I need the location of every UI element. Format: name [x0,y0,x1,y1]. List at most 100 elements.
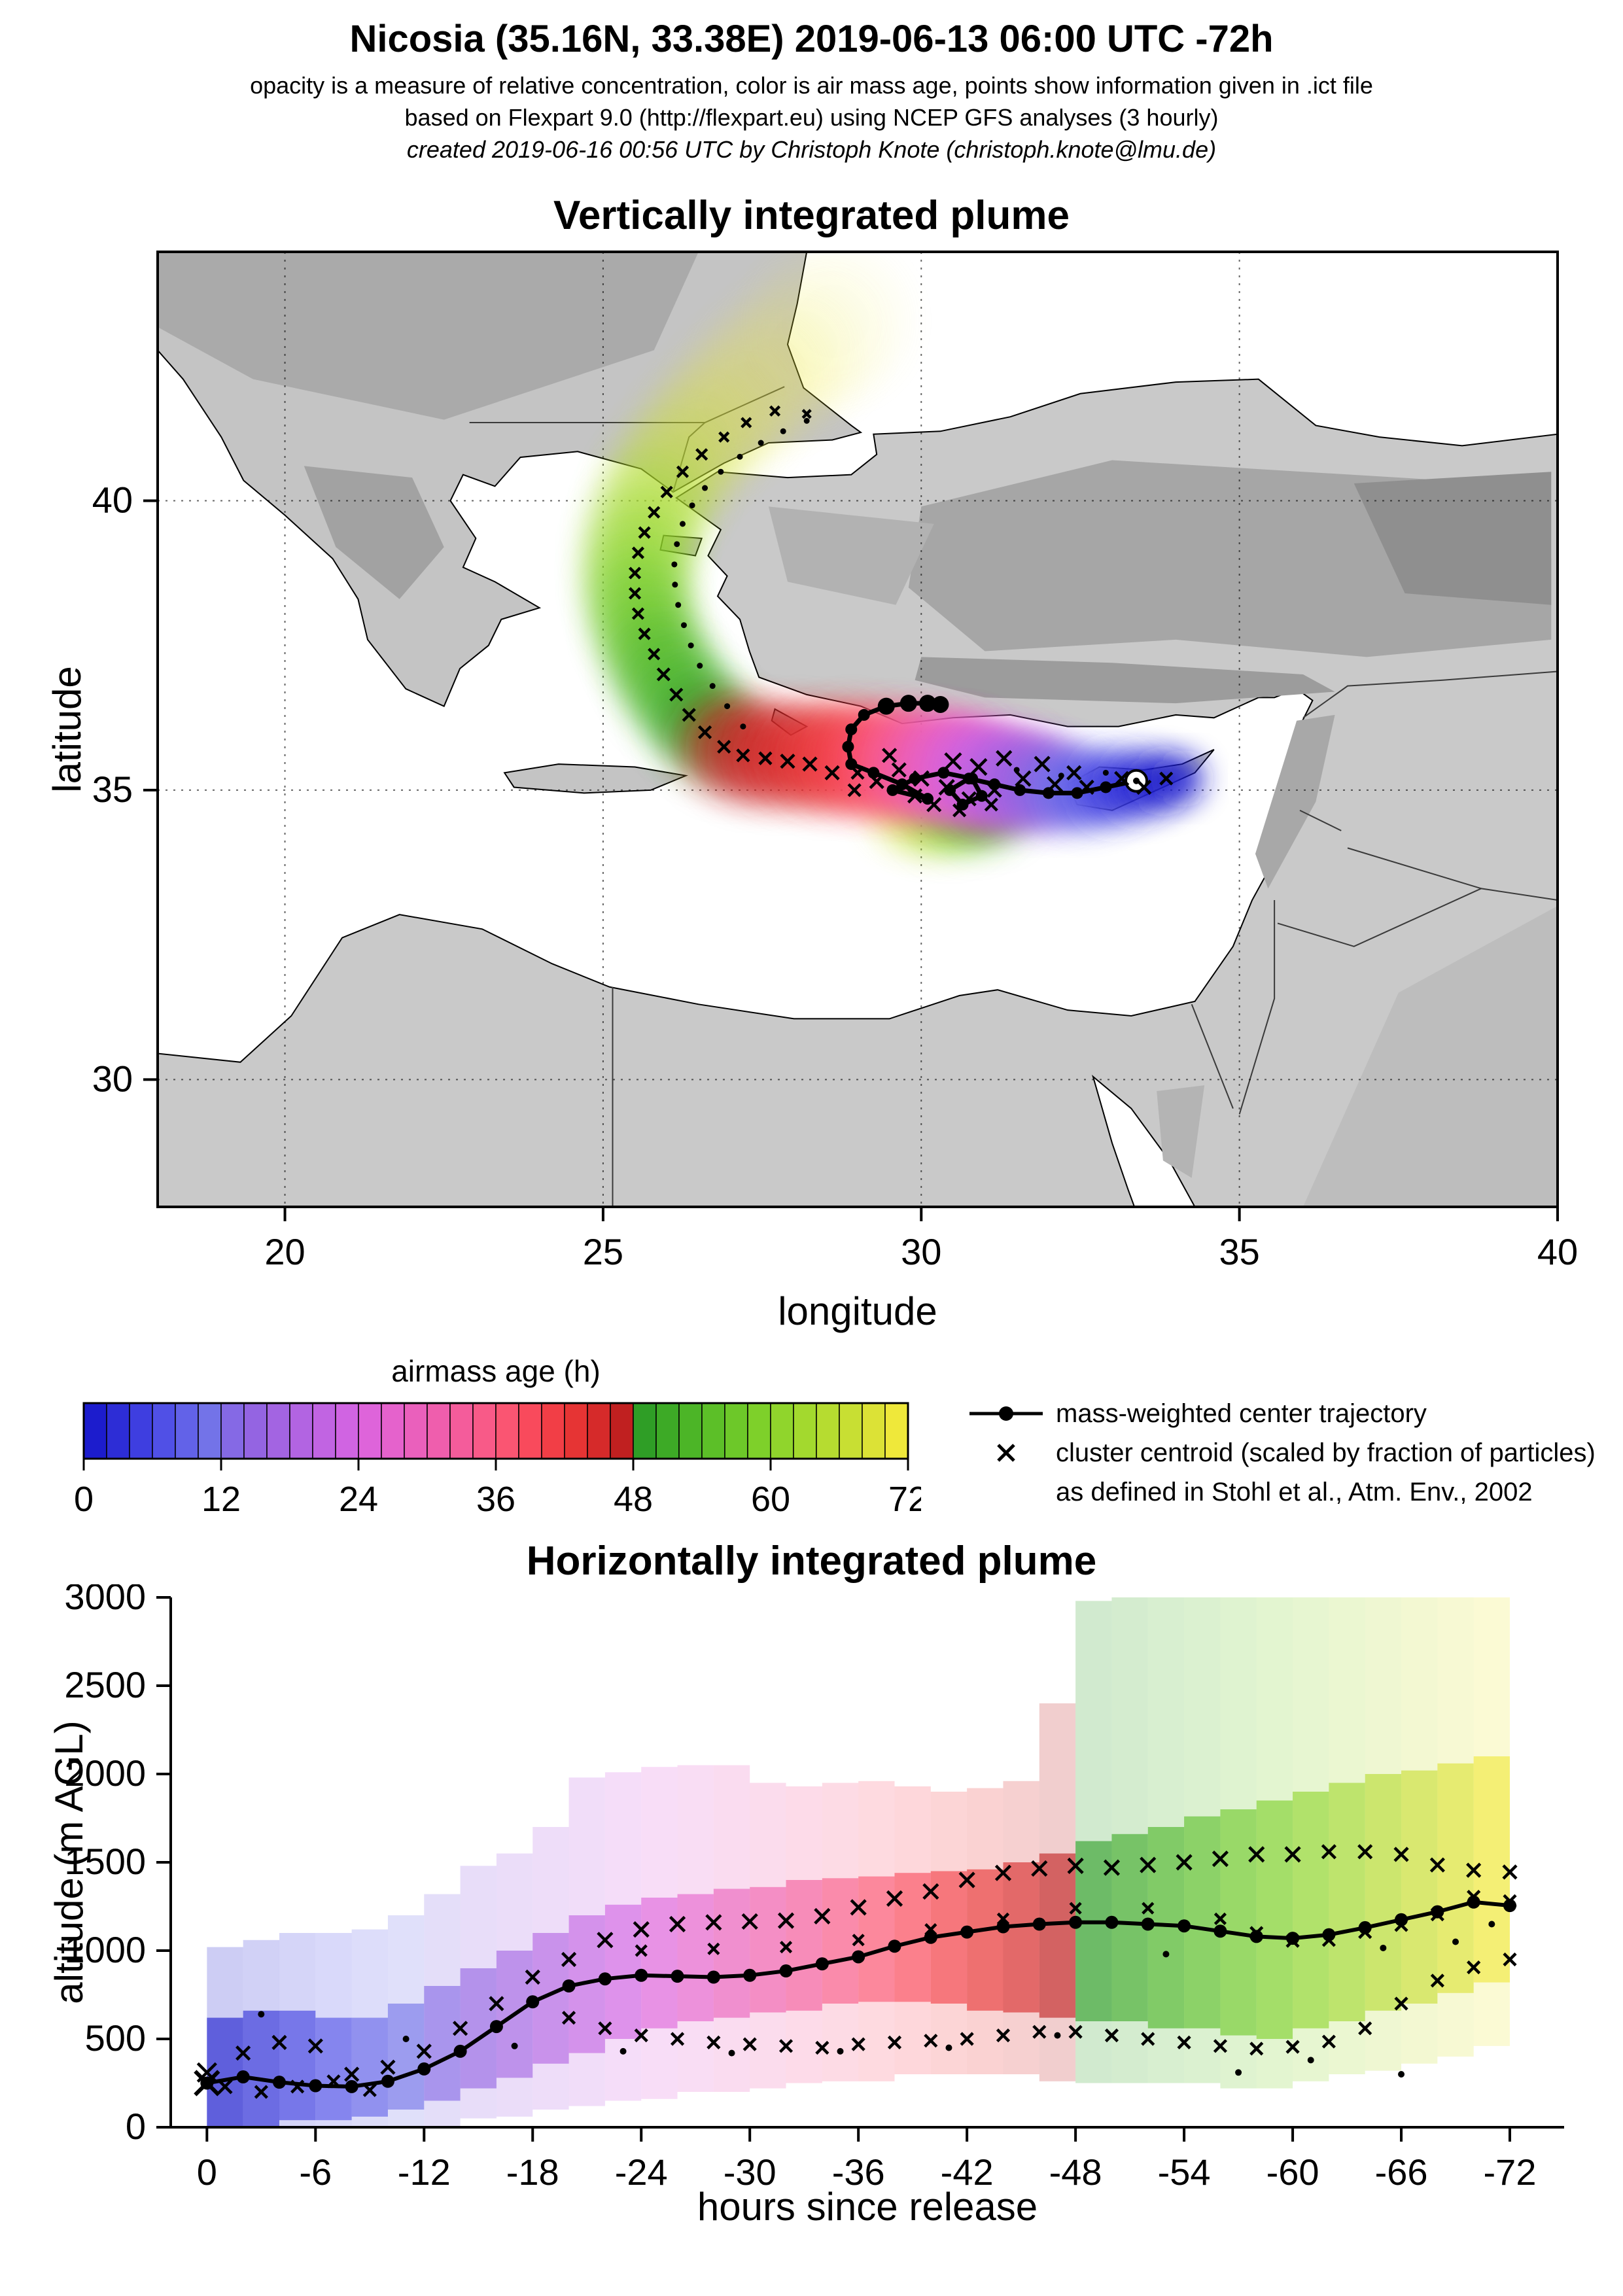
plume-column-strong [604,1904,641,2039]
small-particle-dot [688,642,694,649]
small-particle-dot [673,541,680,548]
plume-column-strong [1039,1853,1075,2018]
cluster-centroid-marker [960,2032,974,2046]
colorbar-tick-label: 36 [476,1480,515,1519]
cluster-centroid-marker [924,1922,937,1936]
cluster-centroid-marker [735,748,750,763]
small-particle-dot [1058,773,1064,779]
center-trajectory-point [851,1950,865,1964]
cluster-centroid-marker [1033,756,1051,773]
colorbar-cell [724,1402,748,1459]
cluster-centroid-marker [1068,2025,1083,2039]
center-trajectory-point [707,1970,720,1984]
small-particle-dot [709,682,716,689]
small-particle-dot [1234,2069,1242,2076]
x-tick-label: -60 [1266,2151,1319,2193]
legend-row-reference: as defined in Stohl et al., Atm. Env., 2… [967,1475,1596,1509]
center-trajectory-point [1358,1921,1372,1934]
small-particle-dot [780,428,786,434]
land-crete [502,763,688,794]
cluster-centroid-marker [891,762,907,778]
center-trajectory-point [1068,1915,1082,1929]
cluster-centroid-marker [638,526,651,539]
cluster-centroid-marker [670,2032,684,2046]
x-tick-label: -18 [506,2151,559,2193]
cluster-centroid-marker [994,1864,1011,1881]
colorbar-cell [175,1402,199,1459]
cluster-centroid-marker [1213,2039,1227,2053]
colorbar-cell [587,1402,611,1459]
cluster-centroid-marker [676,465,689,478]
small-particle-dot [680,622,687,629]
colorbar-cell [793,1402,817,1459]
cluster-centroid-marker [1249,2042,1263,2056]
trajectory-point [899,695,917,712]
colorbar-cell [449,1402,474,1459]
plume-column-strong [423,1985,461,2101]
cluster-centroid-marker [1141,1902,1154,1915]
terrain-patch [157,251,699,420]
cluster-centroid-marker [779,1940,792,1954]
trajectory-point [845,757,857,770]
colorbar-cell [404,1402,428,1459]
cluster-centroid-marker [824,765,840,780]
cluster-centroid-marker [907,788,922,804]
cluster-centroid-marker [887,2035,901,2049]
center-trajectory-point [742,1968,756,1982]
trajectory-point [966,773,978,785]
cluster-centroid-marker [416,2044,432,2059]
legend-row-trajectory: mass-weighted center trajectory [967,1397,1596,1431]
trajectory-point [886,784,898,796]
legend-reference-label: as defined in Stohl et al., Atm. Env., 2… [1056,1477,1533,1506]
cluster-centroid-marker [1213,1912,1227,1925]
cluster-centroid-marker [1140,2032,1155,2046]
cluster-centroid-marker [995,750,1012,767]
plume-columns [206,1597,1510,2127]
terrain-patch [1353,472,1551,605]
y-tick-label: 2000 [64,1752,146,1794]
center-trajectory-point [634,1968,648,1982]
cluster-centroid-marker [1139,1856,1156,1873]
plume-column-strong [786,1879,822,2011]
legend-trajectory-label: mass-weighted center trajectory [1056,1399,1427,1428]
map-plot-border [156,250,1559,1208]
small-particle-dot [511,2042,518,2049]
cluster-centroid-marker [1249,1926,1263,1940]
plume-column-strong [858,1876,894,2002]
cluster-centroid-marker [1357,1844,1372,1860]
cluster-centroid-marker [769,405,780,417]
plume-column-strong [1473,1756,1510,1983]
center-trajectory-point [671,1970,684,1983]
plume-column-strong [206,2017,243,2127]
center-trajectory-point [779,1964,793,1977]
small-particle-dot [1452,1938,1459,1945]
trajectory-point [858,708,870,721]
terrain-patch [768,506,934,605]
colorbar-cell [747,1402,771,1459]
cluster-centroid-marker [488,1996,504,2011]
small-particle-dot [1102,769,1109,776]
small-particle-dot [803,417,810,424]
cluster-centroid-marker [847,783,862,797]
cluster-centroid-marker [814,2040,829,2055]
colorbar-cell [266,1402,290,1459]
center-trajectory-point [308,2079,322,2093]
profile-plot: 0 500 1000 1500 2000 2500 3000 0 -6 -12 -18 -24 -30 -… [47,1584,1564,2229]
colorbar-block: airmass age (h) 0 12 24 36 48 60 72 [71,1353,928,1526]
x-tick-label: 20 [264,1231,305,1272]
y-tick-label: 1500 [64,1841,146,1882]
cluster-centroid-marker [716,739,731,754]
colorbar-cell [862,1402,886,1459]
center-trajectory-point [1503,1899,1516,1913]
cluster-centroid-marker [1357,2021,1372,2036]
colorbar-tick-label: 72 [888,1480,921,1519]
center-trajectory-point [1249,1930,1263,1943]
cluster-centroid-marker [1046,776,1063,793]
center-trajectory-point [960,1925,973,1939]
cluster-centroid-marker [707,1942,720,1955]
cluster-centroid-marker [869,773,884,790]
trajectory-point [918,695,936,712]
x-tick-label: -42 [940,2151,993,2193]
plume-blob [1162,759,1201,798]
cluster-centroid-marker [1285,2040,1300,2054]
